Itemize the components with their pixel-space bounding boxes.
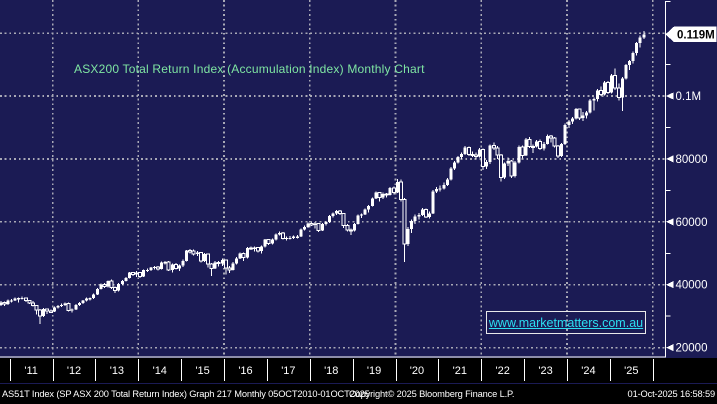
year-label: '21 bbox=[452, 364, 467, 377]
y-axis: 20000 40000 60000 80000 0.1M bbox=[0, 1, 707, 358]
last-price-label: 0.119M bbox=[677, 29, 715, 41]
year-label: '13 bbox=[109, 364, 125, 377]
year-separator bbox=[138, 359, 140, 381]
year-separator bbox=[309, 359, 311, 381]
year-separator bbox=[95, 359, 97, 381]
year-label: '18 bbox=[324, 364, 339, 377]
status-timestamp: 01-Oct-2025 16:58:59 bbox=[627, 389, 716, 399]
year-label: '17 bbox=[281, 364, 296, 377]
year-separator bbox=[438, 359, 440, 381]
gridlines bbox=[0, 0, 666, 357]
marketmatters-link[interactable]: www.marketmatters.com.au bbox=[486, 311, 646, 334]
marketmatters-link-text[interactable]: www.marketmatters.com.au bbox=[488, 315, 644, 330]
year-label: '16 bbox=[238, 364, 253, 377]
y-axis-label: 0.1M bbox=[676, 91, 702, 103]
y-axis-label: 20000 bbox=[676, 343, 708, 355]
year-label: '15 bbox=[195, 364, 210, 377]
year-separator bbox=[52, 359, 54, 381]
year-separator bbox=[352, 359, 354, 381]
y-axis-tick-arrow bbox=[666, 218, 674, 226]
status-bar: AS51T Index (SP ASX 200 Total Return Ind… bbox=[0, 384, 717, 404]
year-label: '22 bbox=[495, 364, 510, 377]
x-axis-band: '11 '12 '13 '14 '15 '16 '17 '18 '19 '20 '21 '22 '23 '… bbox=[0, 358, 717, 383]
candlestick-chart: 20000 40000 60000 80000 0.1M 0.119M bbox=[0, 0, 717, 358]
y-axis-tick-arrow bbox=[666, 344, 674, 352]
year-separator bbox=[524, 359, 526, 381]
year-separator bbox=[395, 359, 397, 381]
y-axis-tick-arrow bbox=[666, 281, 674, 289]
year-label: '14 bbox=[152, 364, 167, 377]
year-separator bbox=[181, 359, 183, 381]
year-label: '24 bbox=[581, 364, 596, 377]
year-label: '11 bbox=[24, 364, 38, 377]
y-axis-label: 40000 bbox=[676, 280, 708, 292]
y-axis-tick-arrow bbox=[666, 155, 674, 163]
last-price-tag: 0.119M bbox=[665, 26, 717, 43]
year-separator bbox=[266, 359, 268, 381]
y-axis-label: 80000 bbox=[676, 154, 708, 166]
candlestick-series bbox=[0, 30, 646, 325]
y-axis-tick-arrow bbox=[666, 92, 674, 100]
year-separator bbox=[224, 359, 226, 381]
chart-title: ASX200 Total Return Index (Accumulation … bbox=[74, 62, 425, 76]
year-label: '23 bbox=[538, 364, 553, 377]
status-instrument-info: AS51T Index (SP ASX 200 Total Return Ind… bbox=[2, 389, 370, 399]
year-separator bbox=[609, 359, 611, 381]
year-label: '12 bbox=[66, 364, 82, 377]
year-separator bbox=[481, 359, 483, 381]
year-separator bbox=[652, 359, 654, 381]
status-copyright: Copyright© 2025 Bloomberg Finance L.P. bbox=[349, 389, 515, 399]
year-separator bbox=[567, 359, 569, 381]
y-axis-label: 60000 bbox=[676, 217, 708, 229]
year-label: '20 bbox=[409, 364, 425, 377]
year-label: '19 bbox=[366, 364, 382, 377]
year-label: '25 bbox=[624, 364, 639, 377]
year-separator bbox=[9, 359, 11, 381]
